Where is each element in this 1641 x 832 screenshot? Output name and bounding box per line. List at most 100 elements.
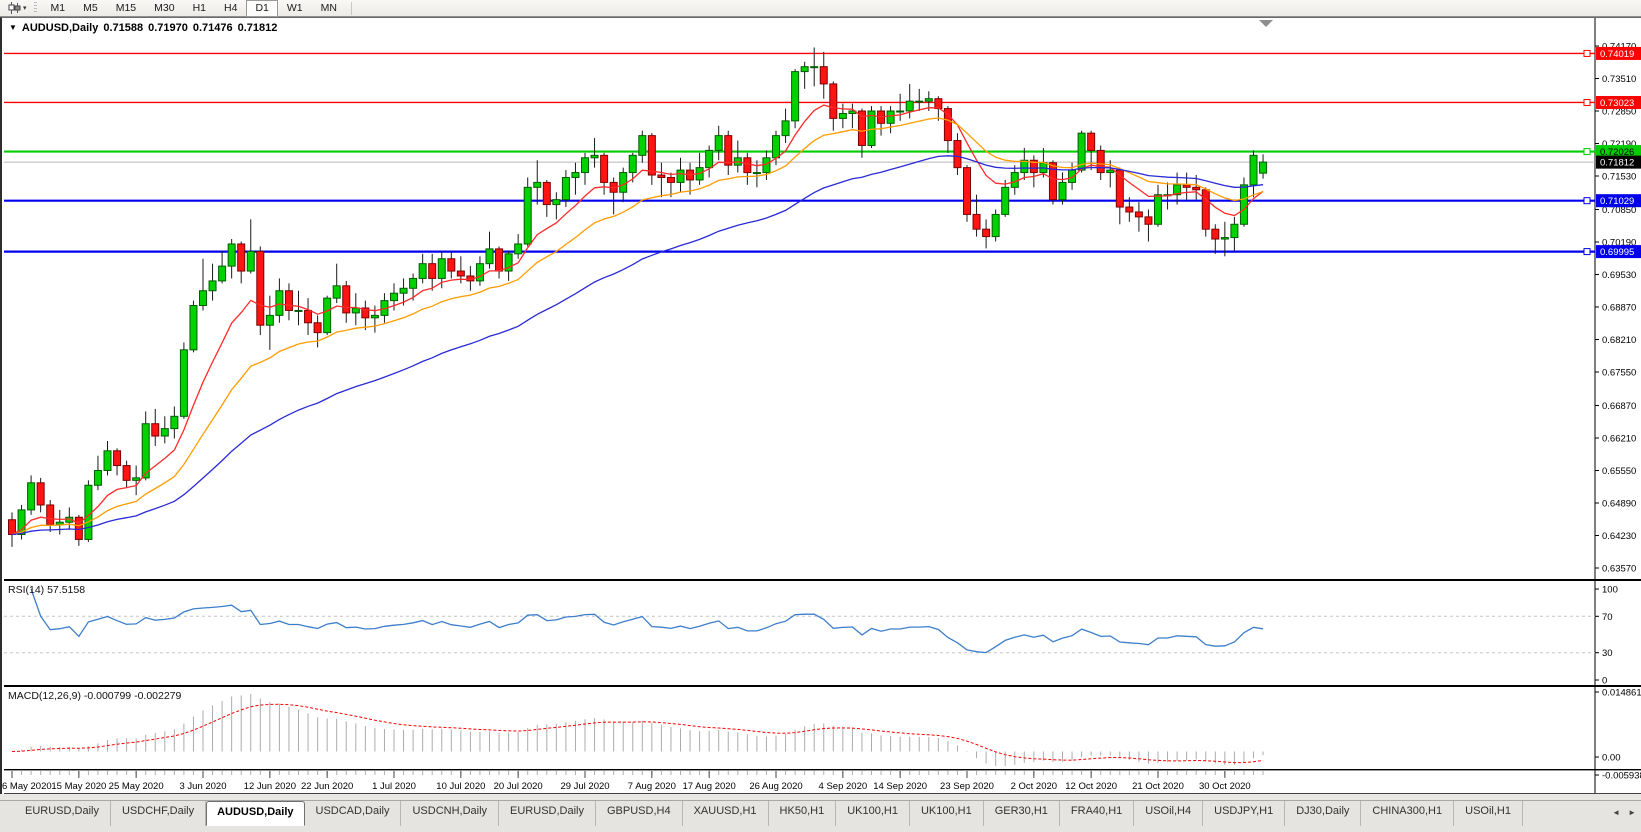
candle-body [800, 66, 809, 73]
collapse-chart-icon[interactable]: ▼ [9, 23, 17, 32]
hline-box[interactable] [1596, 245, 1641, 259]
chart-tab-bar: EURUSD,Daily USDCHF,Daily AUDUSD,Daily USDC… [0, 800, 1641, 832]
hline-box[interactable] [1596, 95, 1641, 109]
rsi-tick-label: 100 [1602, 585, 1618, 596]
chart-tab-gbpusd-h4[interactable]: GBPUSD,H4 [596, 801, 683, 826]
hline-handle[interactable] [1583, 98, 1591, 106]
chart-tab-fra40-h1[interactable]: FRA40,H1 [1060, 801, 1135, 826]
candle-body [1249, 154, 1258, 186]
timeframe-button-d1[interactable]: D1 [246, 0, 278, 17]
candle-body [495, 248, 504, 272]
candle-body [1211, 228, 1220, 240]
hline-handle[interactable] [1583, 148, 1591, 156]
hline-handle[interactable] [1583, 49, 1591, 57]
rsi-line [30, 588, 1264, 654]
price-tick-label: 0.70190 [1602, 237, 1636, 248]
price-tick-label: 0.73510 [1602, 74, 1636, 85]
candle-body [246, 250, 255, 272]
chart-tab-china300-h1[interactable]: CHINA300,H1 [1361, 801, 1455, 826]
chart-tab-usoil-h1[interactable]: USOil,H1 [1454, 801, 1523, 826]
candle-body [1048, 162, 1057, 201]
candle-body [772, 135, 780, 159]
macd-panel[interactable]: 0.014861 0.00 -0.005938 [11, 688, 1641, 782]
timeframe-button-m1[interactable]: M1 [50, 1, 66, 14]
current-price-box[interactable] [1596, 155, 1641, 169]
scroll-right-icon[interactable]: ► [1628, 808, 1636, 817]
timeframe-button-m15[interactable]: M15 [115, 1, 137, 14]
date-label: 20 Jul 2020 [494, 781, 543, 792]
candle-body [924, 98, 933, 102]
chart-tab-audusd-daily[interactable]: AUDUSD,Daily [206, 801, 305, 826]
candle-body [819, 66, 828, 85]
candle-body [743, 157, 752, 174]
candle-body [141, 423, 150, 479]
timeframe-button-h1[interactable]: H1 [192, 1, 207, 14]
hline-box[interactable] [1596, 145, 1641, 159]
date-label: 10 Jul 2020 [436, 781, 485, 792]
price-label-boxes: 0.74019 0.73023 0.72026 0.71029 0.69995 0.718… [1596, 46, 1641, 259]
hline-box[interactable] [1596, 194, 1641, 208]
chart-tab-eurusd-daily[interactable]: EURUSD,Daily [499, 801, 596, 826]
price-axis[interactable]: 0.741700.735100.728500.721900.715300.708… [1595, 42, 1636, 575]
candle-body [361, 307, 370, 319]
chart-tab-dj30-daily[interactable]: DJ30,Daily [1285, 801, 1362, 826]
chart-tab-xauusd-h1[interactable]: XAUUSD,H1 [683, 801, 769, 826]
chart-shift-marker[interactable] [1259, 20, 1273, 27]
candle-body [943, 108, 952, 142]
candle-body [170, 415, 179, 430]
candle-body [189, 305, 198, 351]
candle-body [1182, 184, 1191, 188]
timeframe-buttons: M1 M5 M15 M30 H1 H4 D1 W1 MN [42, 0, 346, 17]
timeframe-button-m30[interactable]: M30 [154, 1, 175, 14]
chart-tab-eurusd-daily[interactable]: EURUSD,Daily [14, 801, 111, 826]
chart-tab-ger30-h1[interactable]: GER30,H1 [984, 801, 1060, 826]
chart-window [0, 17, 1641, 794]
scroll-left-icon[interactable]: ◄ [1612, 808, 1621, 817]
toolbar-grip[interactable] [33, 2, 37, 14]
chart-tab-uk100-h1[interactable]: UK100,H1 [910, 801, 984, 826]
candle-body [810, 66, 819, 69]
candle-body [514, 243, 523, 255]
candle-body [561, 176, 570, 201]
chevron-down-icon[interactable]: ▾ [23, 4, 27, 12]
timeframe-button-mn[interactable]: MN [320, 1, 337, 14]
candle-body [666, 176, 675, 183]
chart-tab-usdcnh-daily[interactable]: USDCNH,Daily [401, 801, 500, 826]
candle-body [1201, 189, 1210, 230]
rsi-panel[interactable]: 100 70 30 0 [4, 585, 1618, 687]
hline-handle[interactable] [1583, 197, 1591, 205]
date-label: 30 Oct 2020 [1199, 781, 1251, 792]
hline-box[interactable] [1596, 46, 1641, 60]
panel-separator [4, 685, 1641, 687]
hline-handle[interactable] [1583, 248, 1591, 256]
candle-body [390, 292, 398, 302]
price-tick-label: 0.65550 [1602, 466, 1636, 477]
timeframe-button-w1[interactable]: W1 [286, 1, 303, 14]
candle-body [724, 135, 733, 166]
candle-body [934, 98, 943, 110]
candle-body [619, 172, 628, 193]
price-tick-label: 0.63570 [1602, 564, 1636, 575]
candle-body [533, 181, 542, 188]
candle-body [409, 277, 418, 289]
candle-body [972, 213, 981, 230]
time-axis[interactable]: 6 May 2020 15 May 2020 25 May 2020 3 Jun 20… [2, 771, 1264, 792]
chart-tab-hk50-h1[interactable]: HK50,H1 [769, 801, 837, 826]
chart-tab-usdchf-daily[interactable]: USDCHF,Daily [111, 801, 207, 826]
candle-body [1087, 132, 1096, 151]
candle-body [1154, 194, 1162, 225]
chart-tab-usoil-h4[interactable]: USOil,H4 [1134, 801, 1204, 826]
candle-body [437, 258, 446, 279]
chart-tab-usdcad-daily[interactable]: USDCAD,Daily [305, 801, 402, 826]
timeframe-button-h4[interactable]: H4 [224, 1, 238, 14]
chart-type-button[interactable]: ▾ [4, 1, 31, 16]
chart-tab-usdjpy-h1[interactable]: USDJPY,H1 [1203, 801, 1286, 826]
chart-tab-uk100-h1[interactable]: UK100,H1 [836, 801, 910, 826]
candle-body [447, 258, 456, 272]
candle-body [1077, 132, 1086, 171]
candle-body [1020, 159, 1029, 174]
timeframe-button-m5[interactable]: M5 [83, 1, 98, 14]
hline-label: 0.72026 [1600, 147, 1634, 158]
symbol-name: AUDUSD,Daily [21, 22, 99, 34]
